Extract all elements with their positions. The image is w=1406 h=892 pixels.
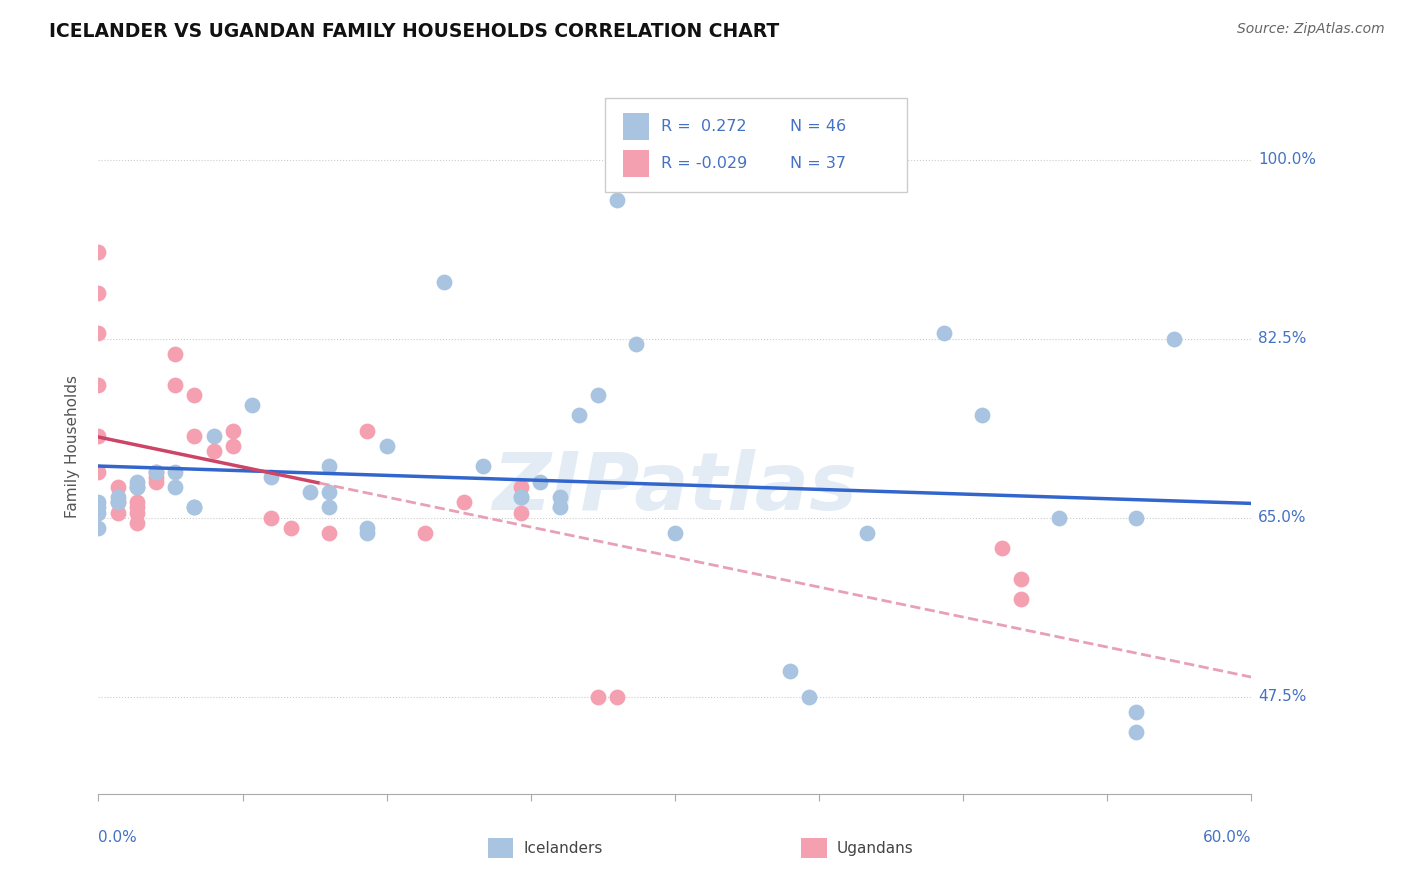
Point bbox=[1125, 510, 1147, 524]
Point bbox=[107, 506, 129, 520]
Point bbox=[87, 495, 110, 509]
Point bbox=[165, 347, 187, 361]
Point bbox=[510, 506, 533, 520]
Point bbox=[510, 490, 533, 504]
Point bbox=[107, 495, 129, 509]
Point bbox=[548, 490, 571, 504]
Point bbox=[664, 525, 686, 540]
Point bbox=[145, 469, 167, 483]
Point bbox=[972, 409, 994, 423]
Point bbox=[626, 336, 648, 351]
Point bbox=[1125, 725, 1147, 739]
Point bbox=[413, 525, 436, 540]
Point bbox=[586, 690, 609, 704]
Point bbox=[183, 500, 205, 515]
Point bbox=[145, 475, 167, 489]
Text: ZIPatlas: ZIPatlas bbox=[492, 449, 858, 527]
Point bbox=[145, 465, 167, 479]
Point bbox=[298, 485, 321, 500]
Point bbox=[87, 506, 110, 520]
Point bbox=[125, 480, 148, 494]
Text: Ugandans: Ugandans bbox=[837, 841, 914, 855]
Point bbox=[87, 285, 110, 300]
Point bbox=[586, 388, 609, 402]
Point bbox=[87, 244, 110, 259]
Point bbox=[318, 525, 340, 540]
Point bbox=[356, 424, 378, 438]
Point bbox=[260, 469, 283, 483]
Text: N = 37: N = 37 bbox=[790, 156, 846, 171]
Point bbox=[87, 521, 110, 535]
Point bbox=[510, 480, 533, 494]
Point bbox=[240, 398, 263, 412]
Point bbox=[87, 429, 110, 443]
Point bbox=[1010, 572, 1032, 586]
Text: 82.5%: 82.5% bbox=[1258, 331, 1306, 346]
Point bbox=[183, 500, 205, 515]
Point bbox=[529, 475, 551, 489]
Point bbox=[606, 178, 628, 193]
Point bbox=[453, 495, 475, 509]
Point bbox=[165, 465, 187, 479]
Point bbox=[318, 459, 340, 474]
Point bbox=[280, 521, 302, 535]
Point bbox=[87, 500, 110, 515]
Text: Source: ZipAtlas.com: Source: ZipAtlas.com bbox=[1237, 22, 1385, 37]
Point bbox=[433, 275, 456, 289]
Point bbox=[125, 495, 148, 509]
Point bbox=[145, 465, 167, 479]
Point bbox=[510, 490, 533, 504]
Point bbox=[222, 439, 245, 453]
Point bbox=[107, 495, 129, 509]
Point bbox=[318, 500, 340, 515]
Point bbox=[318, 485, 340, 500]
Point bbox=[202, 444, 225, 458]
Point bbox=[548, 500, 571, 515]
Point bbox=[165, 377, 187, 392]
Point bbox=[125, 500, 148, 515]
Point bbox=[606, 690, 628, 704]
Text: 100.0%: 100.0% bbox=[1258, 152, 1316, 167]
Point bbox=[202, 429, 225, 443]
Point bbox=[1125, 705, 1147, 719]
Point bbox=[87, 326, 110, 341]
Point bbox=[165, 480, 187, 494]
Point bbox=[125, 516, 148, 530]
Text: N = 46: N = 46 bbox=[790, 119, 846, 134]
Point bbox=[125, 475, 148, 489]
Point bbox=[779, 664, 801, 678]
Text: R = -0.029: R = -0.029 bbox=[661, 156, 747, 171]
Text: ICELANDER VS UGANDAN FAMILY HOUSEHOLDS CORRELATION CHART: ICELANDER VS UGANDAN FAMILY HOUSEHOLDS C… bbox=[49, 22, 779, 41]
Point bbox=[125, 506, 148, 520]
Point bbox=[471, 459, 494, 474]
Text: Icelanders: Icelanders bbox=[523, 841, 602, 855]
Point bbox=[125, 480, 148, 494]
Text: R =  0.272: R = 0.272 bbox=[661, 119, 747, 134]
Point bbox=[932, 326, 955, 341]
Point bbox=[1010, 592, 1032, 607]
Point bbox=[1047, 510, 1070, 524]
Text: 0.0%: 0.0% bbox=[98, 830, 138, 845]
Text: 65.0%: 65.0% bbox=[1258, 510, 1306, 525]
Point bbox=[107, 480, 129, 494]
Y-axis label: Family Households: Family Households bbox=[65, 375, 80, 517]
Point bbox=[356, 525, 378, 540]
Point bbox=[183, 388, 205, 402]
Text: 60.0%: 60.0% bbox=[1204, 830, 1251, 845]
Point bbox=[606, 194, 628, 208]
Point bbox=[183, 429, 205, 443]
Point bbox=[990, 541, 1012, 556]
Point bbox=[568, 409, 591, 423]
Point bbox=[260, 510, 283, 524]
Text: 47.5%: 47.5% bbox=[1258, 690, 1306, 704]
Point bbox=[356, 521, 378, 535]
Point bbox=[799, 690, 821, 704]
Point bbox=[375, 439, 398, 453]
Point bbox=[87, 465, 110, 479]
Point bbox=[107, 490, 129, 504]
Point bbox=[856, 525, 879, 540]
Point bbox=[222, 424, 245, 438]
Point bbox=[1163, 332, 1185, 346]
Point bbox=[87, 377, 110, 392]
